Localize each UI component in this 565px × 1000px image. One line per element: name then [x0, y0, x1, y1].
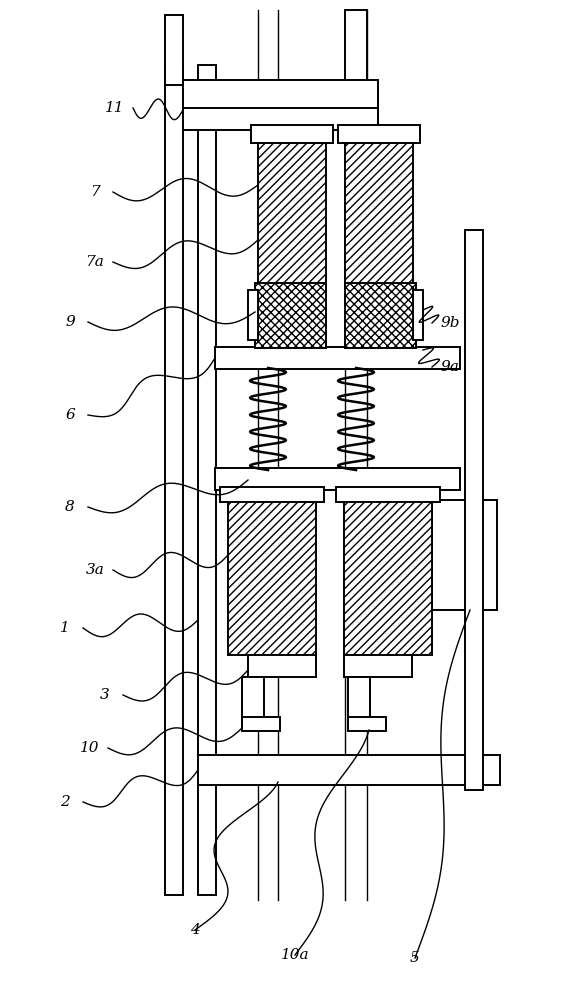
Bar: [215, 347, 460, 369]
Bar: [228, 490, 316, 655]
Text: 7: 7: [90, 185, 100, 199]
Text: 10: 10: [80, 741, 100, 755]
Text: 9: 9: [65, 315, 75, 329]
Bar: [220, 487, 324, 502]
Text: 6: 6: [65, 408, 75, 422]
Bar: [336, 487, 440, 502]
Bar: [248, 655, 316, 677]
Bar: [258, 130, 326, 285]
Bar: [165, 15, 183, 85]
Bar: [413, 290, 423, 340]
Text: 8: 8: [65, 500, 75, 514]
Bar: [198, 65, 216, 895]
Bar: [344, 655, 412, 677]
Bar: [348, 717, 386, 731]
Bar: [344, 490, 432, 655]
Text: 2: 2: [60, 795, 70, 809]
Bar: [255, 283, 326, 348]
Bar: [183, 108, 378, 130]
Bar: [348, 677, 370, 719]
Bar: [215, 468, 460, 490]
Bar: [338, 125, 420, 143]
Text: 3a: 3a: [85, 563, 105, 577]
Text: 4: 4: [190, 923, 200, 937]
Bar: [165, 65, 183, 895]
Bar: [345, 283, 416, 348]
Text: 10a: 10a: [281, 948, 309, 962]
Bar: [242, 717, 280, 731]
Text: 7a: 7a: [85, 255, 105, 269]
Text: 3: 3: [100, 688, 110, 702]
Text: 11: 11: [105, 101, 125, 115]
Bar: [345, 130, 413, 285]
Bar: [345, 10, 367, 100]
Bar: [198, 755, 500, 785]
Text: 9b: 9b: [440, 316, 460, 330]
Bar: [465, 230, 483, 790]
Text: 9a: 9a: [441, 360, 459, 374]
Bar: [248, 290, 258, 340]
Bar: [432, 500, 497, 610]
Text: 1: 1: [60, 621, 70, 635]
Bar: [251, 125, 333, 143]
Bar: [183, 80, 378, 110]
Text: 5: 5: [410, 951, 420, 965]
Bar: [242, 677, 264, 719]
